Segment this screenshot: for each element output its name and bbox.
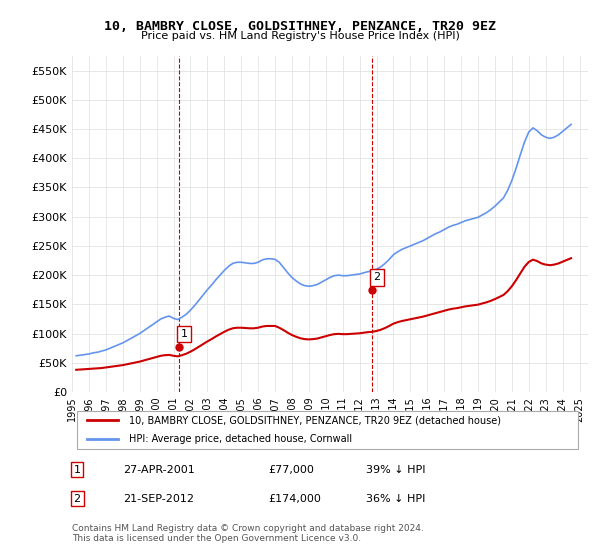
Text: 1: 1: [74, 465, 80, 475]
Text: 27-APR-2001: 27-APR-2001: [124, 465, 196, 475]
Text: 39% ↓ HPI: 39% ↓ HPI: [366, 465, 425, 475]
Text: Contains HM Land Registry data © Crown copyright and database right 2024.
This d: Contains HM Land Registry data © Crown c…: [72, 524, 424, 543]
Text: 2: 2: [373, 273, 380, 282]
Text: 10, BAMBRY CLOSE, GOLDSITHNEY, PENZANCE, TR20 9EZ: 10, BAMBRY CLOSE, GOLDSITHNEY, PENZANCE,…: [104, 20, 496, 32]
Text: 21-SEP-2012: 21-SEP-2012: [124, 494, 194, 503]
Text: 2: 2: [74, 494, 81, 503]
FancyBboxPatch shape: [77, 411, 578, 449]
Text: HPI: Average price, detached house, Cornwall: HPI: Average price, detached house, Corn…: [129, 435, 352, 445]
Text: Price paid vs. HM Land Registry's House Price Index (HPI): Price paid vs. HM Land Registry's House …: [140, 31, 460, 41]
Text: 1: 1: [181, 329, 187, 339]
Text: £77,000: £77,000: [268, 465, 314, 475]
Text: 36% ↓ HPI: 36% ↓ HPI: [366, 494, 425, 503]
Text: £174,000: £174,000: [268, 494, 321, 503]
Text: 10, BAMBRY CLOSE, GOLDSITHNEY, PENZANCE, TR20 9EZ (detached house): 10, BAMBRY CLOSE, GOLDSITHNEY, PENZANCE,…: [129, 415, 501, 425]
